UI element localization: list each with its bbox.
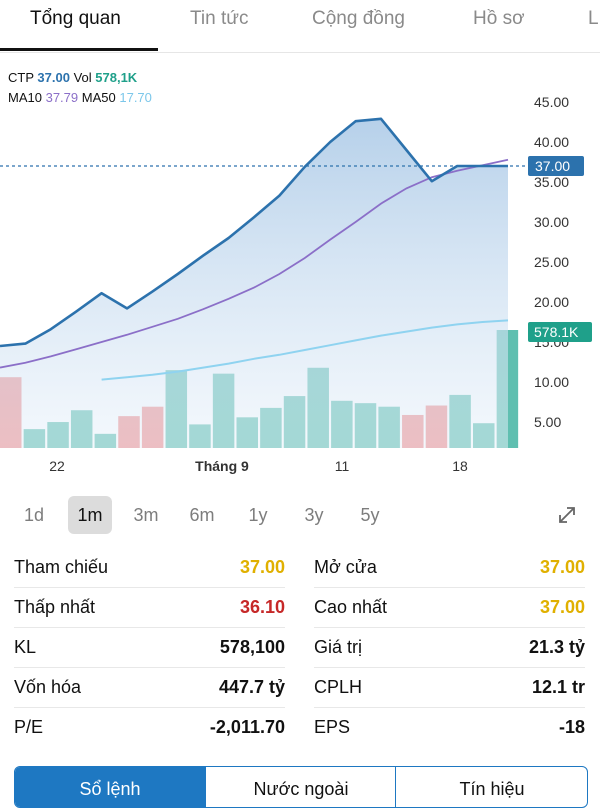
range-1m[interactable]: 1m <box>68 496 112 534</box>
stat-value: 37.00 <box>539 597 585 617</box>
legend-ma10: 37.79 <box>45 90 79 105</box>
stat-reference: Tham chiếu 37.00 <box>14 548 285 586</box>
legend-vol-label: Vol <box>73 70 92 85</box>
range-3m[interactable]: 3m <box>133 505 159 525</box>
bottom-tab-bar: Sổ lệnh Nước ngoài Tín hiệu <box>14 766 588 808</box>
y-tick-label: 25.00 <box>534 254 569 270</box>
divider <box>314 707 585 708</box>
range-selector: 1d 1m 3m 6m 1y 3y 5y <box>0 492 600 540</box>
tab-profile[interactable]: Hồ sơ <box>473 8 525 29</box>
top-tab-bar: Tổng quan Tin tức Cộng đồng Hồ sơ L <box>0 0 600 53</box>
divider <box>14 707 285 708</box>
range-3y[interactable]: 3y <box>304 505 324 525</box>
stat-label: Mở cửa <box>314 557 377 577</box>
x-tick-label: 22 <box>49 458 65 474</box>
stat-value: -18 <box>558 717 585 737</box>
divider <box>314 667 585 668</box>
divider <box>14 587 285 588</box>
stat-market-cap: Vốn hóa 447.7 tỷ <box>14 668 285 706</box>
legend-vol: 578,1K <box>95 70 138 85</box>
stat-label: EPS <box>314 717 351 737</box>
active-tab-indicator <box>0 48 158 51</box>
stat-pe: P/E -2,011.70 <box>14 708 285 746</box>
stat-high: Cao nhất 37.00 <box>314 588 585 626</box>
legend-ma10-label: MA10 <box>8 90 42 105</box>
stat-value: 37.00 <box>239 557 285 577</box>
stat-value: 37.00 <box>539 557 585 577</box>
range-1y[interactable]: 1y <box>248 505 268 525</box>
stat-label: Vốn hóa <box>14 677 82 697</box>
chart-legend-ma: MA10 37.79 MA50 17.70 <box>8 90 152 105</box>
range-5y[interactable]: 5y <box>360 505 380 525</box>
tab-overview[interactable]: Tổng quan <box>30 8 121 29</box>
tab-signals[interactable]: Tín hiệu <box>395 767 587 807</box>
stat-value: 447.7 tỷ <box>218 677 285 697</box>
stat-low: Thấp nhất 36.10 <box>14 588 285 626</box>
current-price-tag-label: 37.00 <box>535 158 570 174</box>
x-tick-label: 11 <box>335 458 350 474</box>
stat-value: 578,100 <box>219 637 285 657</box>
legend-ma50: 17.70 <box>119 90 152 105</box>
current-price-tag <box>528 156 584 176</box>
range-6m[interactable]: 6m <box>189 505 215 525</box>
y-tick-label: 10.00 <box>534 374 569 390</box>
x-tick-label: 18 <box>452 458 468 474</box>
expand-icon[interactable] <box>556 504 578 526</box>
current-volume-tag-label: 578.1K <box>534 324 579 340</box>
y-tick-label: 20.00 <box>534 294 569 310</box>
ma10-line <box>0 158 509 369</box>
stat-value: 21.3 tỷ <box>528 637 585 657</box>
price-chart-svg: 45.0040.0035.0030.0025.0020.0015.0010.00… <box>0 94 592 474</box>
legend-ticker: CTP <box>8 70 34 85</box>
divider <box>314 627 585 628</box>
stat-label: Giá trị <box>314 637 363 657</box>
stat-label: P/E <box>14 717 44 737</box>
price-area <box>0 118 508 449</box>
tab-foreign[interactable]: Nước ngoài <box>205 767 396 807</box>
tab-news[interactable]: Tin tức <box>190 8 249 29</box>
divider <box>14 627 285 628</box>
y-tick-label: 5.00 <box>534 414 561 430</box>
stat-label: Thấp nhất <box>14 597 96 617</box>
range-1d[interactable]: 1d <box>23 505 45 525</box>
tab-order-book[interactable]: Sổ lệnh <box>15 767 205 807</box>
current-volume-tag <box>528 322 592 342</box>
stat-value: 12.1 tr <box>531 677 585 697</box>
tab-community[interactable]: Cộng đồng <box>312 8 405 29</box>
divider <box>14 667 285 668</box>
price-line <box>0 117 508 348</box>
y-tick-label: 45.00 <box>534 94 569 110</box>
price-chart[interactable]: 45.0040.0035.0030.0025.0020.0015.0010.00… <box>0 60 600 490</box>
stat-label: CPLH <box>314 677 363 697</box>
y-tick-label: 40.00 <box>534 134 569 150</box>
stat-eps: EPS -18 <box>314 708 585 746</box>
ma50-line <box>101 319 509 381</box>
stat-open: Mở cửa 37.00 <box>314 548 585 586</box>
legend-ma50-label: MA50 <box>81 90 116 105</box>
stat-label: KL <box>14 637 37 657</box>
chart-legend-price: CTP 37.00 Vol 578,1K <box>8 70 137 85</box>
stat-value-traded: Giá trị 21.3 tỷ <box>314 628 585 666</box>
legend-price: 37.00 <box>37 70 70 85</box>
stat-volume: KL 578,100 <box>14 628 285 666</box>
stat-shares-outstanding: CPLH 12.1 tr <box>314 668 585 706</box>
stat-value: -2,011.70 <box>209 717 285 737</box>
stat-label: Cao nhất <box>314 597 388 617</box>
divider <box>314 587 585 588</box>
y-tick-label: 35.00 <box>534 174 569 190</box>
stat-label: Tham chiếu <box>14 557 109 577</box>
tab-more[interactable]: L <box>588 8 599 29</box>
stat-value: 36.10 <box>239 597 285 617</box>
x-tick-label: Tháng 9 <box>195 458 249 474</box>
y-tick-label: 30.00 <box>534 214 569 230</box>
